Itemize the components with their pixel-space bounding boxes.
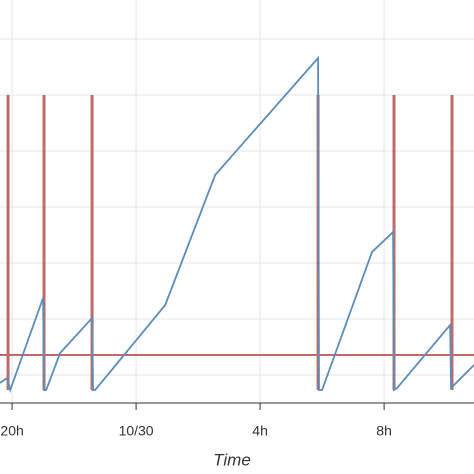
x-tick-label: 8h xyxy=(376,423,392,439)
x-tick-label: 4h xyxy=(252,423,268,439)
x-tick-label: 20h xyxy=(0,423,23,439)
x-tick-label: 10/30 xyxy=(119,423,154,439)
data-line xyxy=(0,55,474,394)
x-axis-title: Time xyxy=(213,450,251,469)
